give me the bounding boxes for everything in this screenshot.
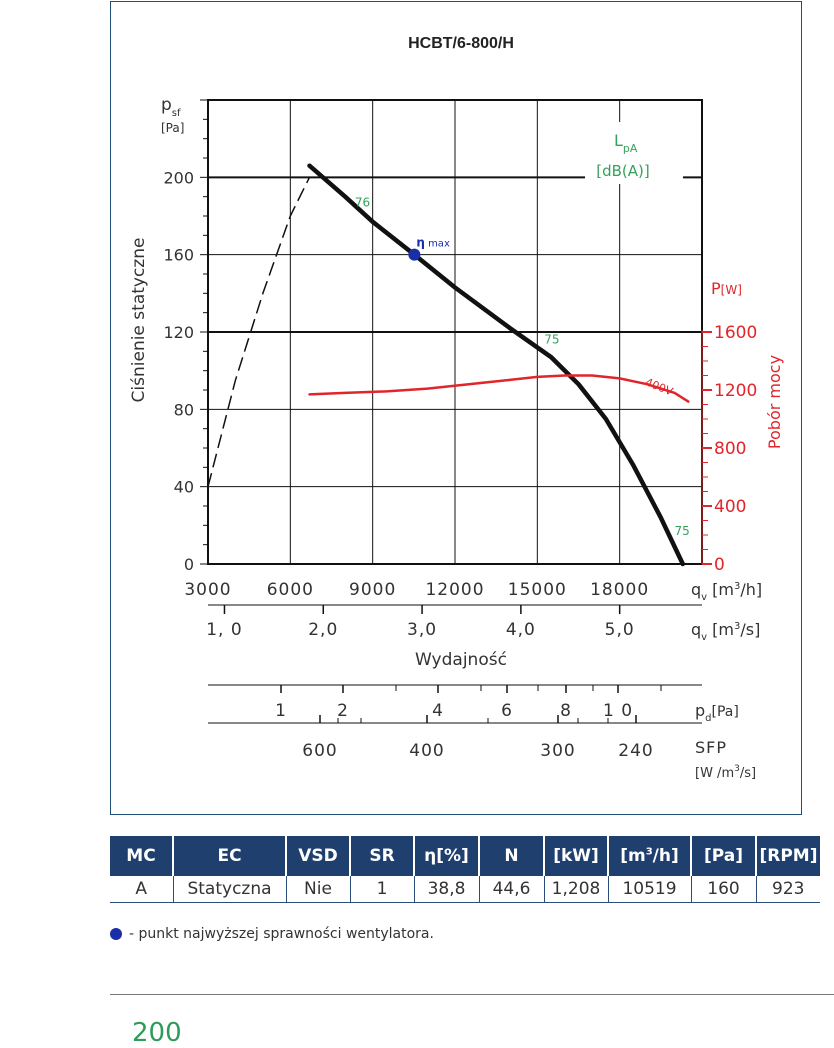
page-number: 200 (132, 1018, 182, 1048)
right-tick-label: 0 (714, 555, 725, 575)
x-tick-label: 18000 (590, 580, 649, 600)
cell-eta: 38,8 (414, 876, 480, 903)
cell-sr: 1 (350, 876, 415, 903)
efficiency-legend-note: - punkt najwyższej sprawności wentylator… (110, 926, 434, 942)
y-tick-label: 40 (174, 478, 194, 497)
right-tick-label: 1200 (714, 381, 757, 401)
cell-kw: 1,208 (544, 876, 609, 903)
legend-note-text: - punkt najwyższej sprawności wentylator… (129, 926, 434, 942)
table-header-row: MC EC VSD SR η[%] N [kW] [m3/h] [Pa] [RP… (110, 836, 820, 876)
col-header-mc: MC (110, 836, 174, 876)
col-header-kw: [kW] (544, 836, 609, 876)
sfp-axis-unit: [W /m3/s] (695, 764, 756, 781)
spec-table: MC EC VSD SR η[%] N [kW] [m3/h] [Pa] [RP… (110, 836, 820, 903)
cell-pa: 160 (691, 876, 757, 903)
system-curve (207, 176, 311, 487)
x-axis-2-tick-label: 3,0 (407, 620, 437, 640)
y-tick-label: 80 (174, 400, 194, 419)
footer-divider (110, 994, 834, 995)
noise-annotation: 76 (355, 195, 370, 209)
sfp-tick-label: 300 (540, 741, 575, 761)
col-header-ec: EC (173, 836, 287, 876)
eta-max-label: η max (416, 236, 450, 250)
noise-legend-bg (585, 122, 683, 184)
right-axis-label: Pobór mocy (765, 355, 784, 449)
x-axis-2-tick-label: 1, 0 (206, 620, 242, 640)
y-tick-label: 160 (163, 246, 194, 265)
fan-performance-chart: HCBT/6-800/H 04080120160200psf[Pa]Ciśnie… (129, 35, 784, 781)
cell-vsd: Nie (286, 876, 351, 903)
x-tick-label: 9000 (349, 580, 396, 600)
pd-tick-label: 1 0 (603, 701, 633, 721)
col-header-n: N (479, 836, 545, 876)
pd-tick-label: 6 (501, 701, 513, 721)
pd-tick-label: 2 (337, 701, 349, 721)
y-axis-symbol: psf (161, 95, 181, 119)
x-axis-2-tick-label: 4,0 (506, 620, 536, 640)
x-tick-label: 3000 (184, 580, 231, 600)
x-tick-label: 12000 (425, 580, 484, 600)
col-header-sr: SR (350, 836, 415, 876)
col-header-pa: [Pa] (691, 836, 757, 876)
power-curve (308, 374, 690, 403)
eta-max-dot-icon (110, 928, 122, 940)
x-tick-label: 15000 (508, 580, 567, 600)
y-axis-unit: [Pa] (161, 121, 184, 135)
sfp-tick-label: 240 (618, 741, 653, 761)
right-tick-label: 1600 (714, 323, 757, 343)
x-axis-2-tick-label: 2,0 (308, 620, 338, 640)
x-axis-2-unit: qv [m3/s] (691, 620, 760, 643)
right-tick-label: 800 (714, 439, 746, 459)
cell-n: 44,6 (479, 876, 545, 903)
x-axis-unit: qv [m3/h] (691, 580, 762, 603)
right-tick-label: 400 (714, 497, 746, 517)
col-header-vsd: VSD (286, 836, 351, 876)
eta-max-point (408, 248, 421, 261)
pd-tick-label: 8 (560, 701, 572, 721)
table-row: A Statyczna Nie 1 38,8 44,6 1,208 10519 … (110, 876, 820, 903)
cell-flow: 10519 (608, 876, 692, 903)
x-axis-2-tick-label: 5,0 (605, 620, 635, 640)
col-header-rpm: [RPM] (756, 836, 820, 876)
pd-tick-label: 1 (275, 701, 287, 721)
col-header-flow: [m3/h] (608, 836, 692, 876)
sfp-axis-label: SFP (695, 738, 727, 757)
axes (200, 99, 712, 724)
noise-annotation: 75 (544, 333, 559, 347)
noise-legend-symbol: LpA (614, 131, 638, 155)
noise-legend-unit: [dB(A)] (596, 162, 649, 180)
chart-frame: HCBT/6-800/H 0 40 80 120 160 200 psf [Pa] Ciśnie… (110, 1, 802, 815)
pressure-curve (307, 163, 686, 567)
pd-axis-unit: pd[Pa] (695, 701, 739, 724)
y-axis-label: Ciśnienie statyczne (129, 238, 149, 403)
noise-annotation: 75 (675, 524, 690, 538)
x-tick-label: 6000 (267, 580, 314, 600)
right-axis-symbol: P[W] (711, 279, 742, 298)
y-tick-label: 0 (184, 555, 194, 574)
pd-tick-label: 4 (432, 701, 444, 721)
power-curve-label: 400V (643, 376, 675, 399)
cell-mc: A (110, 876, 174, 903)
sfp-tick-label: 600 (302, 741, 337, 761)
sfp-tick-label: 400 (409, 741, 444, 761)
x-axis-2-label: Wydajność (415, 650, 507, 670)
data-series (207, 163, 690, 567)
y-tick-label: 200 (163, 168, 194, 187)
y-tick-label: 120 (163, 323, 194, 342)
cell-ec: Statyczna (173, 876, 287, 903)
col-header-eta: η[%] (414, 836, 480, 876)
cell-rpm: 923 (756, 876, 820, 903)
chart-title: HCBT/6-800/H (408, 35, 514, 52)
noise-legend: LpA [dB(A)] (585, 122, 683, 184)
